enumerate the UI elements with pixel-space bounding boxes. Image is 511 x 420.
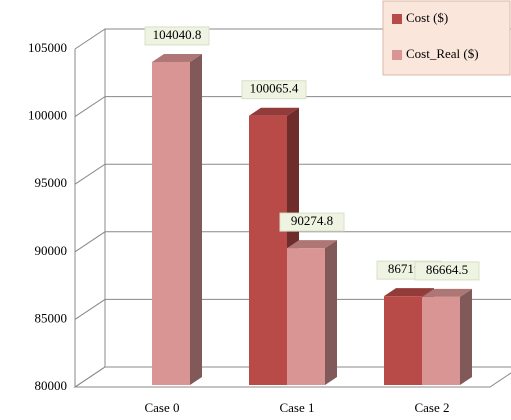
legend-label: Cost ($) [406,10,448,25]
y-tick-label: 90000 [35,243,68,258]
y-tick-label: 95000 [35,175,68,190]
y-tick-label: 105000 [28,40,67,55]
value-label-box [279,212,345,232]
bar [152,61,190,385]
legend-swatch [392,14,402,24]
bar-top [152,53,202,62]
bar [422,296,460,385]
value-label: 86664.5 [426,262,468,277]
value-label-box [144,26,210,46]
value-label: 90274.8 [291,213,333,228]
bar-top [384,288,434,297]
y-tick-label: 80000 [35,378,68,393]
grid-line [74,163,511,185]
value-label-box [241,80,307,100]
legend-box [382,0,511,76]
bar-side [460,288,472,385]
value-label: 100065.4 [250,81,299,96]
bar-top [422,288,472,297]
bar [384,296,422,385]
bar-side [325,240,337,385]
x-tick-label: Case 2 [414,400,449,415]
grid-line [74,231,511,253]
grid-line [74,298,511,320]
y-tick-label: 100000 [28,108,67,123]
bar-top [287,240,337,249]
value-label: 104040.8 [153,27,202,42]
bar-side [190,53,202,385]
bar [287,248,325,385]
grid-line [74,96,511,118]
legend-swatch [392,50,402,60]
bar [249,115,287,385]
value-label-box [414,261,480,281]
bar-top [249,107,299,116]
grid-line [74,28,511,50]
grid-line [74,366,511,388]
legend-label: Cost_Real ($) [406,46,479,61]
x-tick-label: Case 1 [279,400,314,415]
x-tick-label: Case 0 [144,400,179,415]
y-tick-label: 85000 [35,310,68,325]
